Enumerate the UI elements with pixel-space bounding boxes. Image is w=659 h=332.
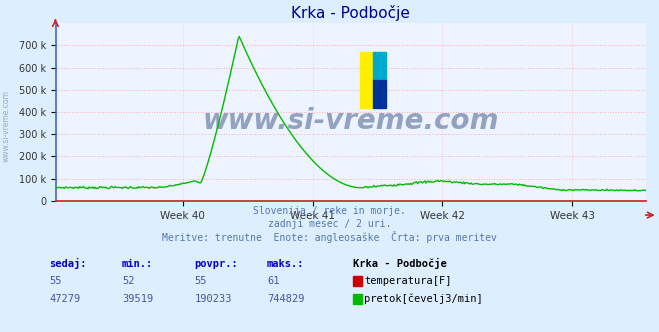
Text: www.si-vreme.com: www.si-vreme.com xyxy=(2,90,11,162)
Text: min.:: min.: xyxy=(122,259,153,269)
Text: 52: 52 xyxy=(122,276,134,286)
Text: 744829: 744829 xyxy=(267,294,304,304)
Text: maks.:: maks.: xyxy=(267,259,304,269)
Text: povpr.:: povpr.: xyxy=(194,259,238,269)
Title: Krka - Podbočje: Krka - Podbočje xyxy=(291,5,411,21)
Text: pretok[čevelj3/min]: pretok[čevelj3/min] xyxy=(364,293,483,304)
Text: 55: 55 xyxy=(49,276,62,286)
Text: 190233: 190233 xyxy=(194,294,232,304)
Text: sedaj:: sedaj: xyxy=(49,258,87,269)
Text: temperatura[F]: temperatura[F] xyxy=(364,276,452,286)
Text: zadnji mesec / 2 uri.: zadnji mesec / 2 uri. xyxy=(268,219,391,229)
Text: Slovenija / reke in morje.: Slovenija / reke in morje. xyxy=(253,206,406,216)
Text: www.si-vreme.com: www.si-vreme.com xyxy=(203,107,499,135)
Text: 55: 55 xyxy=(194,276,207,286)
Text: Krka - Podbočje: Krka - Podbočje xyxy=(353,258,446,269)
Text: 61: 61 xyxy=(267,276,279,286)
Text: 47279: 47279 xyxy=(49,294,80,304)
Text: Meritve: trenutne  Enote: angleosaške  Črta: prva meritev: Meritve: trenutne Enote: angleosaške Črt… xyxy=(162,231,497,243)
Text: 39519: 39519 xyxy=(122,294,153,304)
